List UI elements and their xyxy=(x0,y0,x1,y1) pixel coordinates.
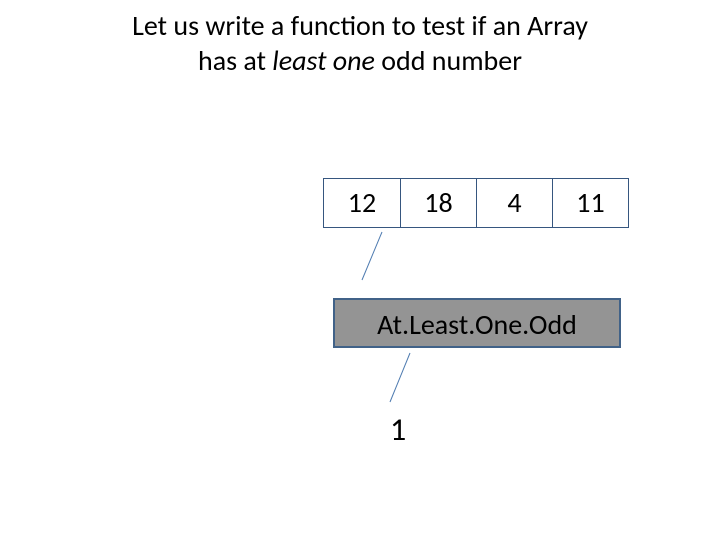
arrow-func-to-result xyxy=(0,0,720,540)
result-value: 1 xyxy=(390,410,406,449)
arrow-line-2 xyxy=(390,353,410,402)
